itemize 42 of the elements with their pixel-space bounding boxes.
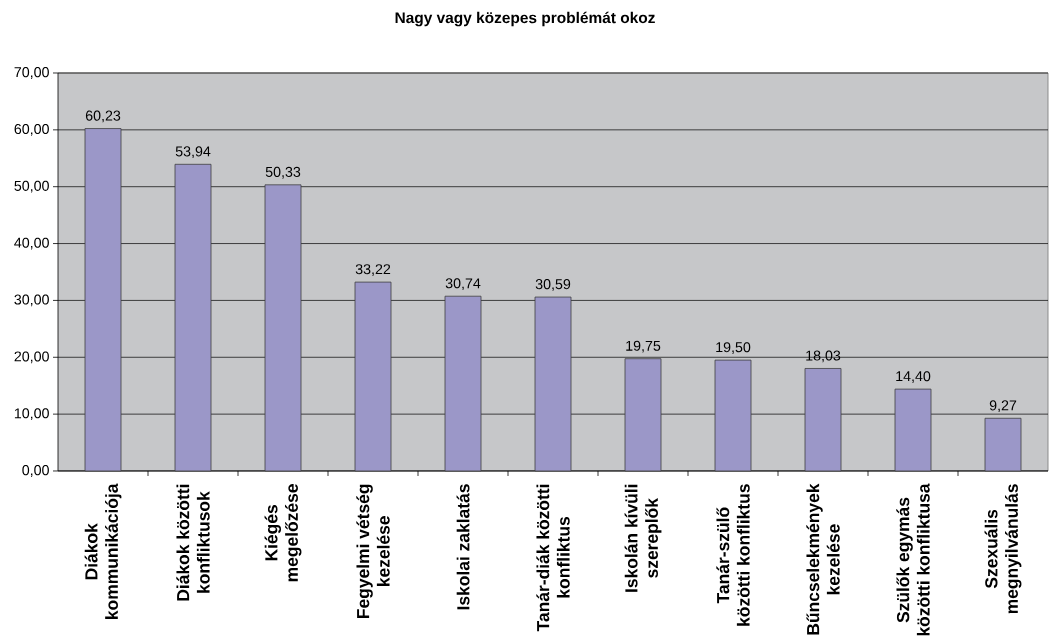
data-label: 18,03 bbox=[806, 350, 841, 363]
y-tick-label: 40,00 bbox=[14, 237, 49, 250]
y-tick-label: 50,00 bbox=[14, 180, 49, 193]
data-label: 30,59 bbox=[535, 279, 571, 291]
x-tick-label: Tanár-diák közötti konfliktus bbox=[536, 484, 570, 632]
data-label: 19,50 bbox=[716, 342, 751, 354]
data-label: 50,33 bbox=[265, 166, 301, 179]
data-label: 60,23 bbox=[85, 110, 121, 123]
x-tick-label: Diákok közötti konfliktusok bbox=[176, 484, 210, 601]
x-tick-label: Iskolai zaklatás bbox=[456, 484, 470, 610]
bar bbox=[624, 358, 662, 472]
bar bbox=[894, 388, 932, 472]
x-tick-label: Bűncselekmények kezelése bbox=[806, 483, 840, 635]
bar bbox=[534, 296, 572, 472]
bar bbox=[444, 295, 482, 472]
y-tick-label: 60,00 bbox=[14, 123, 49, 136]
x-tick-label: Fegyelmi vétség kezelése bbox=[356, 484, 390, 618]
data-label: 14,40 bbox=[896, 371, 931, 383]
bar bbox=[264, 184, 302, 472]
chart-title: Nagy vagy közepes problémát okoz bbox=[395, 11, 655, 27]
data-label: 9,27 bbox=[989, 400, 1017, 413]
x-tick-label: Iskolán kívüli szereplők bbox=[624, 484, 662, 592]
y-tick-label: 10,00 bbox=[14, 408, 49, 421]
data-label: 33,22 bbox=[355, 264, 391, 276]
data-label: 30,74 bbox=[445, 278, 481, 291]
bar bbox=[354, 281, 392, 472]
y-tick-label: 0,00 bbox=[22, 465, 49, 477]
x-tick-label: Kiégés megelőzése bbox=[264, 484, 302, 582]
y-tick-label: 20,00 bbox=[14, 351, 49, 364]
y-tick-label: 30,00 bbox=[14, 294, 49, 307]
x-tick-label: Diákok kommunikációja bbox=[84, 483, 122, 619]
bar bbox=[174, 163, 212, 472]
x-tick-label: Szülők egymás közötti konfliktusa bbox=[896, 483, 930, 636]
data-label: 53,94 bbox=[175, 146, 211, 159]
bar bbox=[984, 417, 1022, 472]
data-label: 19,75 bbox=[626, 340, 661, 353]
bar bbox=[804, 368, 842, 472]
bar bbox=[714, 359, 752, 472]
y-tick-label: 70,00 bbox=[14, 67, 49, 79]
bar bbox=[84, 128, 122, 472]
x-tick-label: Tanár-szülő közötti konfliktus bbox=[716, 484, 750, 626]
x-tick-label: Szexuális megnyilvánulás bbox=[984, 484, 1022, 614]
